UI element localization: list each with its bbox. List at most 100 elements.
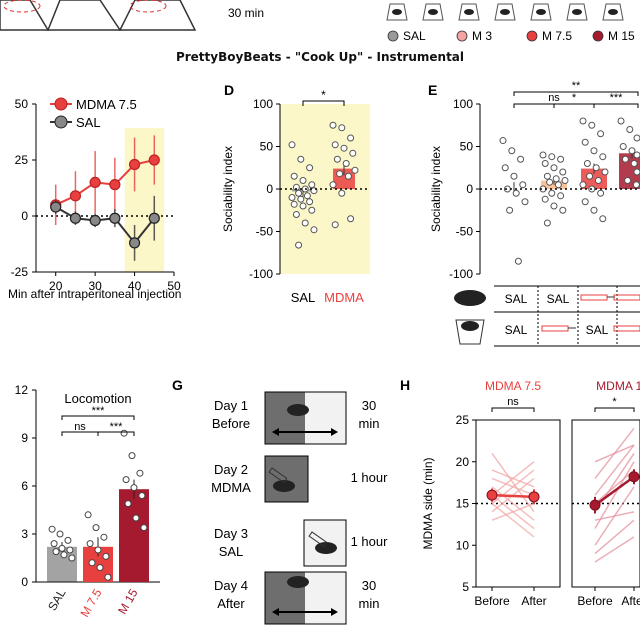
panel-d: D 100 50 0 -50 -100 Sociability index * SAL MDMA [221,82,370,305]
subject-line [594,444,635,463]
legend-marker [387,30,399,42]
cage-icon [602,3,624,21]
sig-bracket [513,91,639,96]
y-tick-label: 0 [266,182,273,196]
dark-chamber [265,392,305,444]
data-point [617,117,625,125]
x-tick-label: 40 [128,279,142,293]
overlay-title: PrettyBoyBeats - "Cook Up" - Instrumenta… [175,50,465,64]
data-point [499,137,507,145]
locomotion-panel: Locomotion 0 3 6 9 12 SAL M 7.5 M 15 *** ns *** [15,383,160,619]
data-point [84,511,92,519]
data-point [579,117,587,125]
duration-label: 1 hour [351,470,389,485]
x-tick-label: 50 [167,279,181,293]
mean-point [486,489,498,501]
syringe-icon [613,325,640,332]
y-tick-label: 50 [260,140,274,154]
data-point [550,202,558,210]
data-point [148,154,160,166]
data-point [88,559,96,567]
legend-label: M 3 [472,29,492,43]
data-point [292,211,300,218]
data-point [295,189,303,197]
mean-point [528,491,540,503]
data-point [541,195,549,203]
panel-label: E [428,82,437,98]
mouse-icon [454,290,486,306]
cage-icon [494,3,516,21]
sig-label: ** [572,80,581,92]
table-cell: SAL [505,292,528,306]
legend-label: M 15 [608,29,635,43]
chamber-box [264,571,347,625]
data-point [329,181,337,189]
data-point [546,178,554,186]
data-point [581,138,589,146]
data-point [633,151,640,159]
timer-label: 30 min [228,6,264,20]
day-sublabel: MDMA [211,480,251,495]
legend-label: SAL [403,29,426,43]
day-sublabel: After [217,596,245,611]
data-point [288,141,296,149]
mouse-icon [500,9,510,15]
data-point [60,551,68,559]
data-point [517,155,525,163]
data-point [310,226,318,234]
data-point [539,151,547,159]
data-point [501,164,509,172]
data-point [136,469,144,477]
y-tick-label: 20 [456,455,470,469]
sig-label: *** [92,405,106,417]
data-point [50,201,62,213]
data-point [109,179,121,191]
data-point [297,195,305,203]
y-tick-label: 0 [21,575,28,589]
syringe-icon [268,467,288,484]
data-point [52,548,60,556]
panel-label: H [400,377,410,393]
data-point [331,141,339,149]
data-point [340,144,348,152]
data-point [548,153,556,161]
mouse-icon [536,9,546,15]
top-strip: 30 min SAL M 3 M 7.5 M 15 [0,0,635,43]
data-point [590,206,598,214]
chart-title: MDMA 7.5 [485,379,541,393]
y-tick-label: -50 [456,225,474,239]
data-point [597,189,605,197]
light-chamber [303,519,347,567]
legend-marker [526,30,538,42]
y-tick-label: 50 [460,140,474,154]
subject-line [594,536,635,563]
cage-icon [386,3,408,21]
syringe-icon [613,294,640,301]
mouse-icon [273,480,295,492]
data-point [50,540,58,548]
mean-point [589,499,601,511]
subject-line [491,502,535,521]
data-point [69,212,82,224]
cage-icon [422,3,444,21]
light-chamber [305,572,346,624]
sig-label: * [321,88,326,102]
mouse-icon [287,404,309,416]
legend-label: M 7.5 [542,29,572,43]
y-tick-label: 25 [15,153,29,167]
y-tick-label: 15 [456,497,470,511]
y-tick-label: 25 [456,413,470,427]
subject-line [594,452,635,513]
mouse-icon [461,321,479,331]
data-point [86,540,94,548]
subject-line [594,511,635,521]
data-point [543,219,551,227]
day-sublabel: SAL [219,544,244,559]
x-tick-label: After [621,594,640,608]
data-point [579,181,587,189]
data-point [308,206,316,214]
legend-marker [54,115,68,129]
panel-g: G Day 1 Before 30 min Day 2 MDMA 1 hour Day 3 SAL… [172,377,389,625]
data-point [140,524,148,532]
